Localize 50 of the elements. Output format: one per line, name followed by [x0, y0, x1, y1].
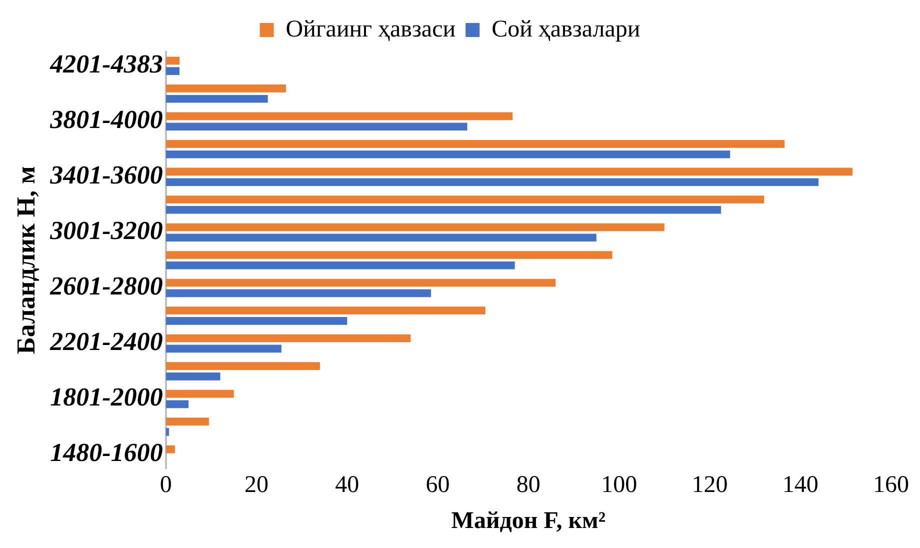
bar: [166, 428, 170, 436]
x-tick-label: 80: [516, 472, 540, 498]
bar: [166, 178, 818, 186]
y-tick-label: 3801-4000: [49, 105, 163, 134]
bar: [166, 67, 180, 75]
x-tick-label: 40: [335, 472, 360, 498]
bar: [166, 94, 268, 103]
x-axis-title: Майдон F, км²: [451, 508, 606, 534]
y-axis-title: Баландлик Н, м: [11, 166, 40, 354]
bar: [166, 344, 282, 353]
x-tick-label: 160: [873, 472, 909, 498]
bar: [166, 372, 220, 380]
bar: [166, 196, 764, 204]
bar: [166, 234, 596, 242]
x-tick-label: 100: [601, 472, 638, 498]
bar: [166, 56, 180, 65]
x-tick-label: 140: [782, 472, 818, 498]
bar: [166, 289, 431, 298]
bar: [166, 122, 468, 131]
x-tick-label: 120: [692, 472, 728, 498]
bar: [166, 150, 730, 158]
x-tick-label: 60: [426, 472, 450, 498]
bar: [166, 223, 664, 232]
y-tick-label: 2201-2400: [49, 327, 163, 356]
bar: [166, 140, 784, 148]
bar: [166, 418, 209, 426]
bar: [166, 306, 486, 314]
y-tick-label: 1801-2000: [50, 382, 163, 412]
y-tick-label: 3401-3600: [49, 160, 163, 190]
y-tick-label: 3001-3200: [49, 216, 163, 246]
bar: [166, 84, 286, 92]
bar: [166, 262, 515, 270]
legend-label: Сой ҳавзалари: [492, 16, 640, 42]
bar: [166, 400, 189, 408]
bar: [166, 362, 320, 370]
bar: [166, 445, 175, 454]
y-tick-label: 1480-1600: [50, 438, 163, 468]
bar: [166, 112, 513, 120]
y-tick-label: 2601-2800: [49, 272, 163, 301]
bar: [166, 317, 348, 325]
x-tick-label: 20: [244, 472, 268, 498]
bar: [166, 206, 722, 214]
bar: [166, 390, 234, 398]
x-tick-label: 0: [160, 472, 172, 498]
bar: [166, 168, 852, 176]
bar: [166, 334, 411, 342]
legend-label: Ойгаинг ҳавзаси: [286, 16, 456, 42]
bar: [166, 278, 556, 287]
bar: [166, 251, 612, 259]
y-tick-label: 4201-4383: [49, 50, 163, 79]
